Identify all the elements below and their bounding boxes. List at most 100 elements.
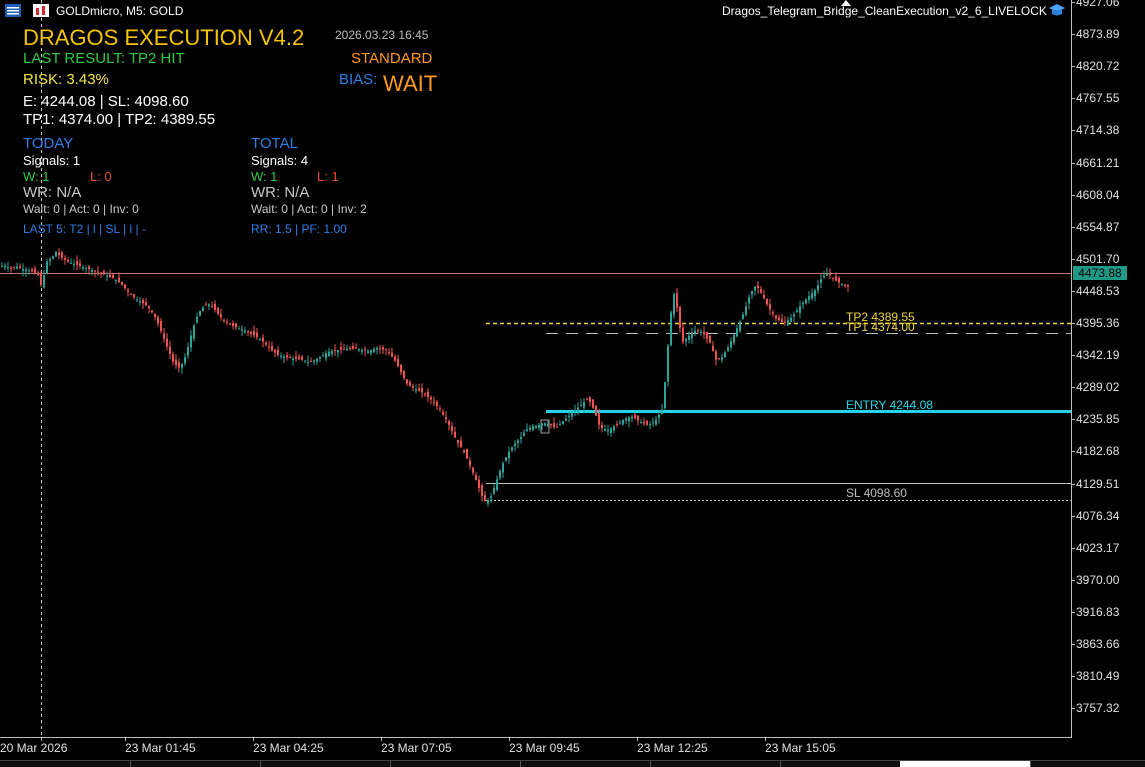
candle-body: [85, 267, 87, 269]
price-axis-label: 4395.36: [1076, 316, 1120, 330]
candle-body: [490, 496, 492, 499]
candle-body: [241, 329, 243, 331]
price-axis-tick: [1071, 451, 1075, 453]
chart-tab[interactable]: [650, 761, 781, 767]
candle-body: [784, 321, 786, 323]
today-losses: L: 0: [90, 169, 112, 184]
hud-bias-label: BIAS:: [339, 71, 378, 88]
candle-body: [562, 421, 564, 425]
candle-body: [577, 407, 579, 411]
candle-body: [616, 423, 618, 425]
candle-body: [541, 423, 543, 426]
candle-body: [634, 414, 636, 419]
candle-body: [760, 289, 762, 293]
candle-body: [46, 261, 48, 274]
candle-body: [544, 423, 546, 426]
candle-body: [412, 386, 414, 388]
chart-tab[interactable]: [520, 761, 651, 767]
candle-body: [232, 323, 234, 326]
candle-body: [628, 417, 630, 422]
candle-body: [559, 424, 561, 426]
price-axis-label: 4235.85: [1076, 412, 1120, 427]
candle-body: [661, 409, 663, 414]
candle-body: [292, 358, 294, 361]
candle-body: [526, 429, 528, 432]
candle-body: [646, 420, 648, 425]
candle-body: [307, 361, 309, 363]
candle-body: [547, 424, 549, 426]
chart-tab[interactable]: [260, 761, 391, 767]
time-axis-tick: [509, 737, 510, 741]
candle-body: [757, 285, 759, 289]
candle-body: [10, 267, 12, 269]
candle-body: [502, 463, 504, 473]
total-states: Wait: 0 | Act: 0 | Inv: 2: [251, 202, 367, 216]
current-price-tag: 4473.88: [1073, 266, 1127, 280]
candle-body: [256, 332, 258, 338]
candle-body: [361, 349, 363, 352]
candle-body: [523, 432, 525, 437]
chart-tab-active[interactable]: [900, 761, 1031, 767]
candle-body: [739, 321, 741, 332]
today-signals: Signals: 1: [23, 153, 81, 168]
candle-body: [676, 292, 678, 308]
list-icon[interactable]: [5, 4, 21, 17]
candle-body: [82, 266, 84, 269]
candle-body: [718, 358, 720, 360]
candle-body: [115, 279, 117, 281]
price-axis-tick: [1071, 162, 1075, 164]
candle-body: [235, 323, 237, 328]
time-axis-tick: [765, 737, 766, 741]
chart-tab[interactable]: [780, 761, 901, 767]
candle-body: [277, 349, 279, 355]
candle-body: [112, 274, 114, 279]
candle-body: [574, 410, 576, 412]
candle-body: [508, 451, 510, 459]
time-axis-label: 20 Mar 2026: [0, 741, 68, 755]
graduation-cap-icon[interactable]: [1048, 3, 1066, 18]
candle-body: [376, 347, 378, 350]
candle-body: [409, 381, 411, 387]
candle-body: [832, 277, 834, 279]
candle-body: [814, 290, 816, 297]
candle-body: [148, 305, 150, 308]
hud-levels-entry-sl: E: 4244.08 | SL: 4098.60: [23, 93, 189, 110]
candle-body: [775, 315, 777, 319]
bottom-tabs-bar: [0, 760, 1145, 767]
candle-body: [1, 265, 3, 267]
candle-body: [106, 275, 108, 277]
candle-body: [778, 317, 780, 321]
candle-body: [394, 356, 396, 361]
candle-body: [685, 338, 687, 342]
price-axis-tick: [1071, 676, 1075, 678]
candle-body: [487, 500, 489, 504]
chart-tab[interactable]: [390, 761, 521, 767]
chart-tab[interactable]: [130, 761, 261, 767]
price-axis-label: 4129.51: [1076, 476, 1120, 491]
candle-body: [604, 429, 606, 431]
candle-body: [331, 351, 333, 355]
candle-body: [226, 321, 228, 323]
candle-body: [568, 415, 570, 417]
candle-body: [55, 251, 57, 257]
time-axis-tick: [381, 737, 382, 741]
candle-body: [496, 479, 498, 490]
hud-last-result: LAST RESULT: TP2 HIT: [23, 50, 185, 67]
candle-body: [295, 356, 297, 359]
candle-body: [682, 327, 684, 342]
candle-body: [94, 270, 96, 272]
hud-timestamp: 2026.03.23 16:45: [335, 28, 429, 42]
candle-body: [391, 352, 393, 357]
candle-body: [289, 356, 291, 358]
candle-body: [349, 348, 351, 350]
chart-type-icon[interactable]: [33, 4, 49, 17]
candle-body: [466, 448, 468, 459]
price-axis-tick: [1071, 419, 1075, 421]
price-axis-tick: [1071, 130, 1075, 132]
candle-body: [238, 328, 240, 330]
candle-body: [136, 299, 138, 301]
candle-body: [631, 416, 633, 419]
candle-body: [370, 350, 372, 354]
chart-tab[interactable]: [0, 761, 131, 767]
